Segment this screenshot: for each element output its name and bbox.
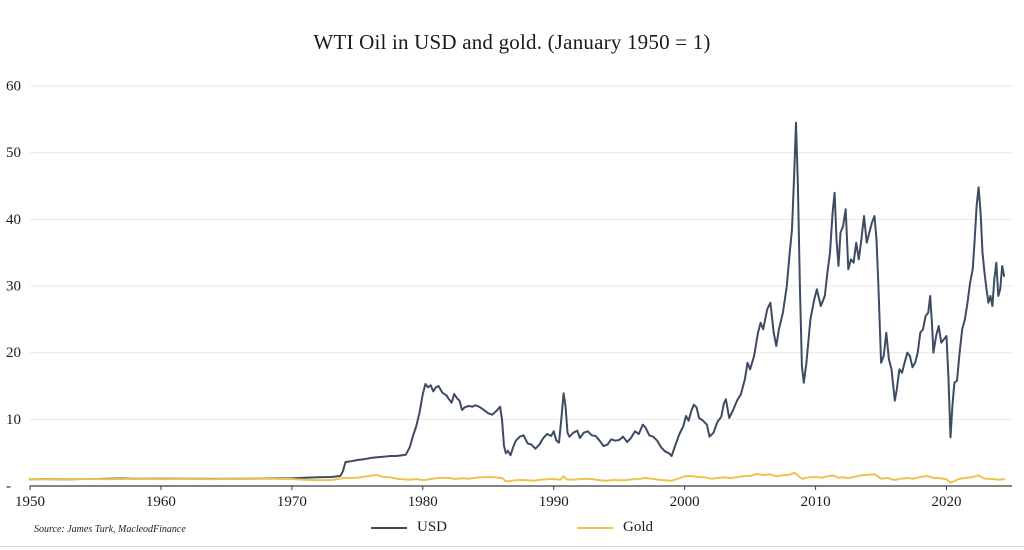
source-note: Source: James Turk, MacleodFinance (34, 524, 186, 535)
legend-item-usd: USD (370, 519, 447, 536)
x-tick-label: 1950 (15, 494, 45, 510)
gold-line-swatch (577, 526, 613, 529)
series-line-usd (29, 121, 1006, 481)
y-tick-label: - (6, 478, 11, 494)
y-tick-label: 40 (6, 212, 21, 228)
legend-label-gold: Gold (623, 519, 653, 535)
y-tick-label: 30 (6, 278, 21, 294)
y-tick-label: 60 (6, 78, 21, 94)
usd-line-swatch (370, 526, 407, 529)
x-tick-label: 1960 (146, 494, 176, 510)
x-tick-label: 2020 (932, 494, 962, 510)
x-tick-label: 2000 (670, 494, 700, 510)
legend-label-usd: USD (416, 519, 447, 535)
x-tick-label: 2010 (801, 494, 831, 510)
x-tick-label: 1990 (539, 494, 569, 510)
series-line-gold (29, 471, 1006, 484)
y-tick-label: 20 (6, 345, 21, 361)
x-tick-label: 1980 (408, 494, 438, 510)
bottom-divider (0, 546, 1024, 547)
y-tick-label: 50 (6, 145, 21, 161)
line-chart: - 10 20 30 40 50 60 1950 1960 1970 1980 1990 2000 201… (6, 78, 1012, 510)
y-tick-label: 10 (6, 412, 21, 428)
x-tick-label: 1970 (277, 494, 307, 510)
chart-title: WTI Oil in USD and gold. (January 1950 =… (313, 30, 711, 54)
legend-item-gold: Gold (577, 519, 653, 536)
